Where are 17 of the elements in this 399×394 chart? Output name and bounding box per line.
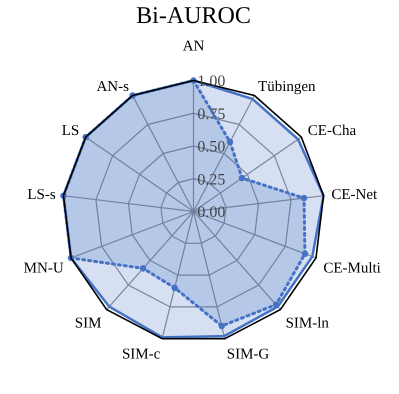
y-tick-label: 0.00 — [197, 204, 226, 221]
spoke-label: AN-s — [96, 79, 130, 96]
spoke-label: SIM — [74, 315, 102, 332]
y-tick-label: 0.50 — [197, 138, 226, 156]
spoke-label: Tübingen — [258, 79, 316, 96]
spoke-label: LS-s — [27, 186, 56, 203]
spoke-label: CE-Net — [331, 186, 378, 203]
spoke-label: SIM-ln — [286, 315, 330, 332]
spoke-label: LS — [62, 123, 80, 140]
spoke-label: CE-Cha — [308, 123, 356, 140]
spoke-label: AN — [182, 38, 204, 54]
spoke-label: SIM-G — [226, 346, 270, 362]
y-tick-label: 0.25 — [197, 171, 226, 188]
spoke-label: CE-Multi — [323, 260, 381, 277]
spoke-label: MN-U — [24, 260, 64, 277]
chart-title: Bi-AUROC — [136, 3, 251, 30]
spoke-label: SIM-c — [122, 346, 161, 362]
